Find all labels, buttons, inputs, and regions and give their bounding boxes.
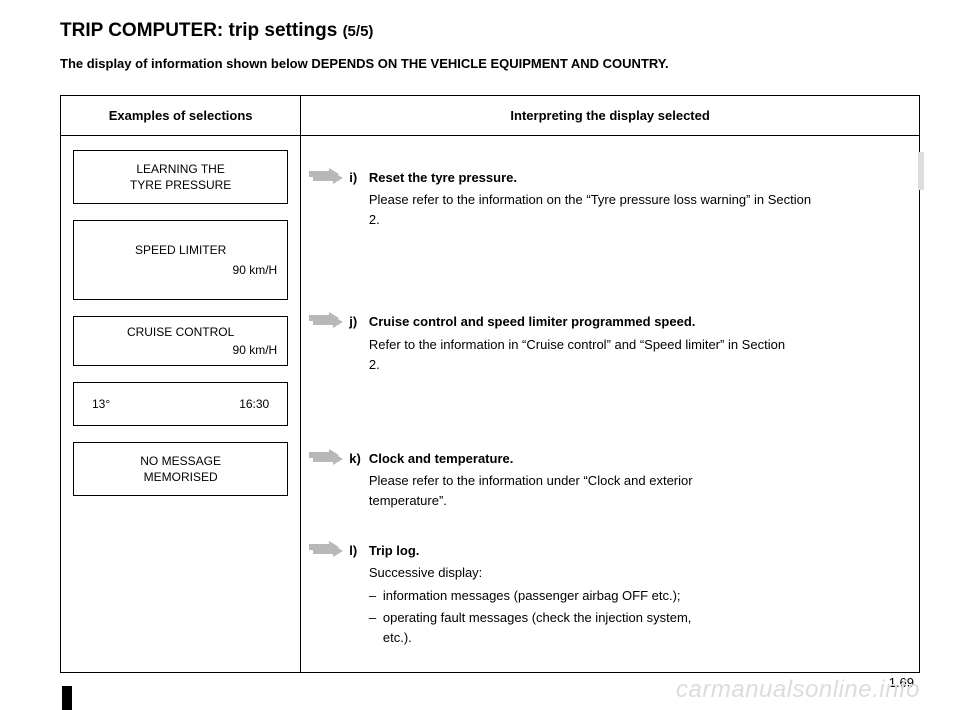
display-no-message: NO MESSAGE MEMORISED <box>73 442 288 496</box>
sub-l: Successive display: <box>369 563 724 583</box>
display-speed-limiter: SPEED LIMITER 90 km/H <box>73 220 288 300</box>
table-header-row: Examples of selections Interpreting the … <box>61 96 919 136</box>
entry-k: k) Clock and temperature. Please refer t… <box>301 449 919 511</box>
head-l: Trip log. <box>369 543 420 558</box>
arrow-icon <box>307 166 349 193</box>
arrow-icon <box>307 310 349 337</box>
display-cc-label: CRUISE CONTROL <box>84 325 277 339</box>
entry-i: i) Reset the tyre pressure. Please refer… <box>301 168 919 230</box>
bullet-l-1: operating fault messages (check the inje… <box>369 608 724 648</box>
display-time: 16:30 <box>239 397 269 411</box>
display-cc-value: 90 km/H <box>84 343 277 357</box>
sub-j: Refer to the information in “Cruise cont… <box>369 335 799 375</box>
display-tyre-pressure: LEARNING THE TYRE PRESSURE <box>73 150 288 204</box>
watermark: carmanualsonline.info <box>676 676 920 704</box>
sub-i: Please refer to the information on the “… <box>369 190 825 230</box>
bullet-l-0: information messages (passenger airbag O… <box>369 586 724 606</box>
label-k: k) <box>349 449 365 469</box>
interpretation-column: i) Reset the tyre pressure. Please refer… <box>301 136 919 672</box>
desc-i: i) Reset the tyre pressure. Please refer… <box>349 168 825 230</box>
display-temp: 13° <box>92 397 110 411</box>
head-k: Clock and temperature. <box>369 451 514 466</box>
manual-page: TRIP COMPUTER: trip settings (5/5) The d… <box>0 0 960 710</box>
display-nm-line1: NO MESSAGE <box>78 453 283 469</box>
display-nm-line2: MEMORISED <box>78 469 283 485</box>
side-tab <box>918 152 924 190</box>
head-i: Reset the tyre pressure. <box>369 170 517 185</box>
label-j: j) <box>349 312 365 332</box>
entry-j: j) Cruise control and speed limiter prog… <box>301 312 919 374</box>
display-cruise-control: CRUISE CONTROL 90 km/H <box>73 316 288 366</box>
arrow-icon <box>307 447 349 474</box>
display-tp-line2: TYRE PRESSURE <box>78 177 283 193</box>
dependency-note: The display of information shown below D… <box>60 56 920 71</box>
display-clock-temp: 13° 16:30 <box>73 382 288 426</box>
bottom-mark <box>62 686 72 710</box>
desc-j: j) Cruise control and speed limiter prog… <box>349 312 799 374</box>
display-tp-line1: LEARNING THE <box>78 161 283 177</box>
head-j: Cruise control and speed limiter program… <box>369 314 696 329</box>
title-sub: (5/5) <box>343 23 374 40</box>
arrow-icon <box>307 539 349 566</box>
header-examples: Examples of selections <box>61 96 301 135</box>
desc-k: k) Clock and temperature. Please refer t… <box>349 449 774 511</box>
examples-column: LEARNING THE TYRE PRESSURE SPEED LIMITER… <box>61 136 301 672</box>
table-body-row: LEARNING THE TYRE PRESSURE SPEED LIMITER… <box>61 136 919 672</box>
header-interpretation: Interpreting the display selected <box>301 96 919 135</box>
entry-l: l) Trip log. Successive display: informa… <box>301 541 919 648</box>
bullets-l: information messages (passenger airbag O… <box>369 586 724 648</box>
label-i: i) <box>349 168 365 188</box>
page-title: TRIP COMPUTER: trip settings (5/5) <box>60 20 920 42</box>
label-l: l) <box>349 541 365 561</box>
desc-l: l) Trip log. Successive display: informa… <box>349 541 724 648</box>
settings-table: Examples of selections Interpreting the … <box>60 95 920 673</box>
sub-k: Please refer to the information under “C… <box>369 471 774 511</box>
title-main: TRIP COMPUTER: trip settings <box>60 20 343 41</box>
display-sl-value: 90 km/H <box>84 263 277 277</box>
display-sl-label: SPEED LIMITER <box>84 243 277 257</box>
